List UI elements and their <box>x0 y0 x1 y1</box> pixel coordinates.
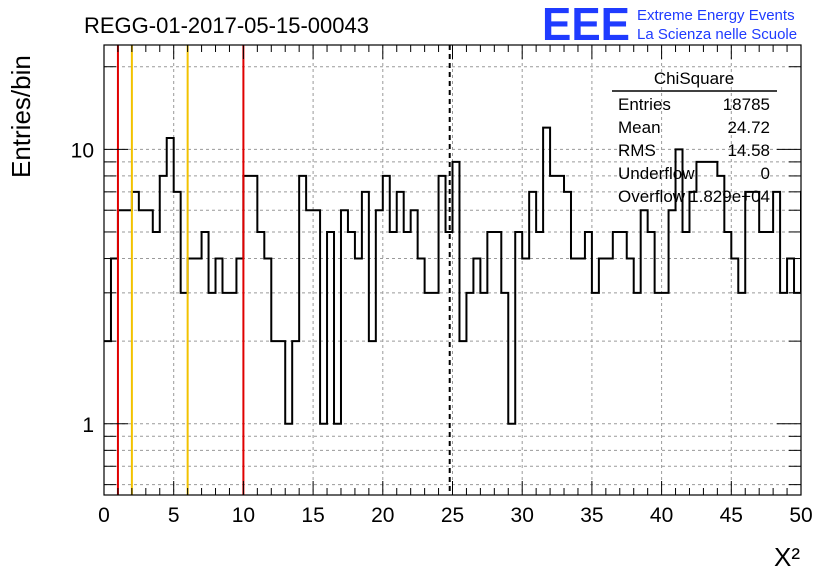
eee-logo: EEE Extreme Energy Events La Scienza nel… <box>542 0 797 50</box>
stats-box: ChiSquare Entries 18785 Mean 24.72 RMS 1… <box>612 69 777 206</box>
stats-overflow-label: Overflow <box>618 187 686 206</box>
histogram-series <box>104 126 801 425</box>
x-tick-label: 10 <box>232 504 255 527</box>
logo-mark: EEE <box>542 0 630 50</box>
tick-labels: 0 5 10 15 20 25 30 35 40 45 50 1 10 <box>71 139 813 527</box>
axis-ticks <box>103 45 802 495</box>
stats-rms-label: RMS <box>618 141 656 160</box>
y-tick-label: 1 <box>82 414 94 437</box>
stats-header: ChiSquare <box>654 69 734 88</box>
chart-title: REGG-01-2017-05-15-00043 <box>84 13 369 38</box>
y-axis-label: Entries/bin <box>6 55 36 178</box>
stats-entries-value: 18785 <box>723 95 770 114</box>
stats-mean-value: 24.72 <box>727 118 770 137</box>
stats-mean-label: Mean <box>618 118 661 137</box>
x-tick-label: 5 <box>168 504 180 527</box>
stats-entries-label: Entries <box>618 95 671 114</box>
stats-underflow-label: Underflow <box>618 164 695 183</box>
histogram-outline <box>104 126 801 425</box>
x-tick-label: 30 <box>511 504 534 527</box>
marker-lines <box>116 45 451 495</box>
stats-rms-value: 14.58 <box>727 141 770 160</box>
y-tick-label: 10 <box>71 139 94 162</box>
stats-overflow-value: 1.829e+04 <box>689 187 770 206</box>
x-tick-label: 50 <box>789 504 812 527</box>
x-tick-label: 25 <box>441 504 464 527</box>
x-tick-label: 0 <box>98 504 110 527</box>
logo-line-1: Extreme Energy Events <box>637 7 795 24</box>
stats-underflow-value: 0 <box>761 164 770 183</box>
logo-line-2: La Scienza nelle Scuole <box>637 26 797 43</box>
x-axis-label: X² <box>774 542 800 572</box>
x-tick-label: 20 <box>371 504 394 527</box>
x-tick-label: 15 <box>301 504 324 527</box>
x-tick-label: 40 <box>650 504 673 527</box>
x-tick-label: 45 <box>720 504 743 527</box>
x-tick-label: 35 <box>580 504 603 527</box>
